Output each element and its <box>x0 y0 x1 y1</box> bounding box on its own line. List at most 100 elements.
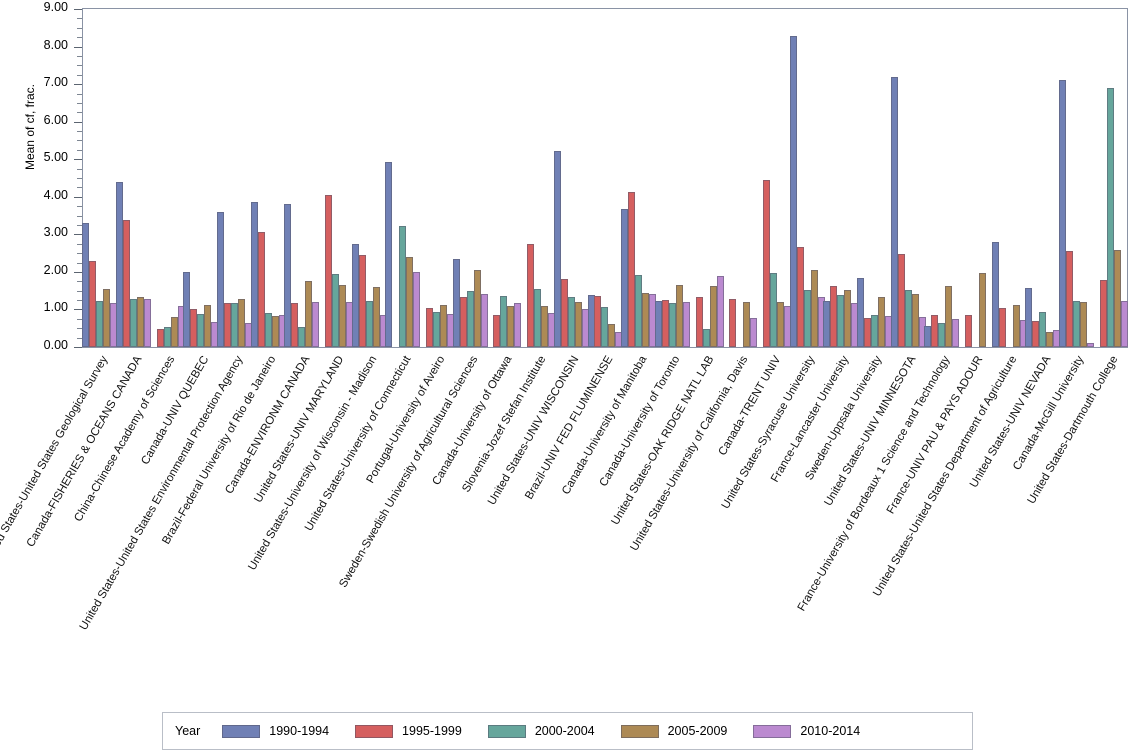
bar[interactable] <box>1032 320 1040 347</box>
bar[interactable] <box>339 284 347 347</box>
legend-item[interactable]: 1990-1994 <box>222 724 329 738</box>
bar[interactable] <box>702 329 710 347</box>
bar[interactable] <box>500 296 508 347</box>
bar[interactable] <box>729 298 737 347</box>
bar[interactable] <box>709 286 717 347</box>
bar[interactable] <box>527 244 535 347</box>
bar[interactable] <box>654 301 662 347</box>
bar[interactable] <box>1039 312 1047 347</box>
bar[interactable] <box>574 301 582 347</box>
bar[interactable] <box>991 241 999 347</box>
bar[interactable] <box>183 271 191 347</box>
bar[interactable] <box>911 293 919 347</box>
bar[interactable] <box>534 288 542 347</box>
legend-item[interactable]: 2010-2014 <box>753 724 860 738</box>
bar[interactable] <box>250 202 258 347</box>
bar[interactable] <box>264 312 272 347</box>
bar[interactable] <box>96 300 104 347</box>
bar[interactable] <box>190 309 198 347</box>
bar[interactable] <box>406 256 414 347</box>
legend-item[interactable]: 2000-2004 <box>487 724 595 738</box>
bar[interactable] <box>938 323 946 347</box>
bar[interactable] <box>1025 288 1033 347</box>
bar[interactable] <box>257 232 265 347</box>
bar[interactable] <box>675 284 683 347</box>
bar[interactable] <box>1120 300 1128 347</box>
bar[interactable] <box>332 273 340 347</box>
bar[interactable] <box>1099 280 1107 347</box>
bar[interactable] <box>762 179 770 347</box>
bar[interactable] <box>365 300 373 347</box>
bar[interactable] <box>372 286 380 347</box>
bar[interactable] <box>952 318 960 347</box>
bar[interactable] <box>998 307 1006 347</box>
bar[interactable] <box>837 294 845 347</box>
bar[interactable] <box>904 290 912 347</box>
bar[interactable] <box>426 307 434 347</box>
bar[interactable] <box>856 277 864 347</box>
bar[interactable] <box>204 304 212 347</box>
bar[interactable] <box>601 307 609 347</box>
bar[interactable] <box>642 292 650 347</box>
bar[interactable] <box>231 303 239 347</box>
bar[interactable] <box>668 302 676 347</box>
bar[interactable] <box>897 254 905 347</box>
bar[interactable] <box>82 222 90 347</box>
bar[interactable] <box>291 303 299 347</box>
bar[interactable] <box>312 302 320 347</box>
bar[interactable] <box>1079 302 1087 347</box>
bar[interactable] <box>870 315 878 347</box>
bar[interactable] <box>1072 300 1080 347</box>
bar[interactable] <box>433 312 441 347</box>
bar[interactable] <box>507 306 515 347</box>
bar[interactable] <box>716 275 724 347</box>
bar[interactable] <box>170 316 178 347</box>
bar[interactable] <box>1106 87 1114 347</box>
bar[interactable] <box>493 314 501 347</box>
bar[interactable] <box>123 220 130 347</box>
bar[interactable] <box>284 203 292 347</box>
bar[interactable] <box>197 314 205 347</box>
bar[interactable] <box>452 258 460 347</box>
bar[interactable] <box>1113 250 1121 347</box>
bar[interactable] <box>480 294 488 347</box>
bar[interactable] <box>156 329 164 347</box>
bar[interactable] <box>924 326 932 347</box>
bar[interactable] <box>964 314 972 347</box>
legend-item[interactable]: 2005-2009 <box>620 724 727 738</box>
bar[interactable] <box>844 289 852 347</box>
bar[interactable] <box>298 326 306 347</box>
bar[interactable] <box>440 305 448 347</box>
bar[interactable] <box>224 303 232 347</box>
bar[interactable] <box>621 208 629 347</box>
bar[interactable] <box>823 301 831 347</box>
bar[interactable] <box>769 273 777 347</box>
bar[interactable] <box>466 290 474 347</box>
bar[interactable] <box>594 296 602 347</box>
bar[interactable] <box>351 244 359 347</box>
bar[interactable] <box>514 303 522 347</box>
bar[interactable] <box>635 274 643 347</box>
bar[interactable] <box>877 297 885 347</box>
bar[interactable] <box>789 36 797 347</box>
bar[interactable] <box>695 296 703 347</box>
bar[interactable] <box>163 326 171 347</box>
bar[interactable] <box>89 260 97 347</box>
bar[interactable] <box>399 226 407 347</box>
bar[interactable] <box>978 273 986 347</box>
bar[interactable] <box>1086 342 1094 347</box>
bar[interactable] <box>130 299 137 347</box>
bar[interactable] <box>144 298 151 347</box>
bar[interactable] <box>628 192 636 347</box>
bar[interactable] <box>776 302 784 347</box>
bar[interactable] <box>541 305 549 347</box>
bar[interactable] <box>803 289 811 347</box>
bar[interactable] <box>217 211 225 347</box>
bar[interactable] <box>305 280 313 347</box>
bar[interactable] <box>587 295 595 347</box>
bar[interactable] <box>271 316 279 347</box>
bar[interactable] <box>385 161 393 347</box>
bar[interactable] <box>553 150 561 347</box>
bar[interactable] <box>750 317 758 347</box>
bar[interactable] <box>890 76 898 347</box>
